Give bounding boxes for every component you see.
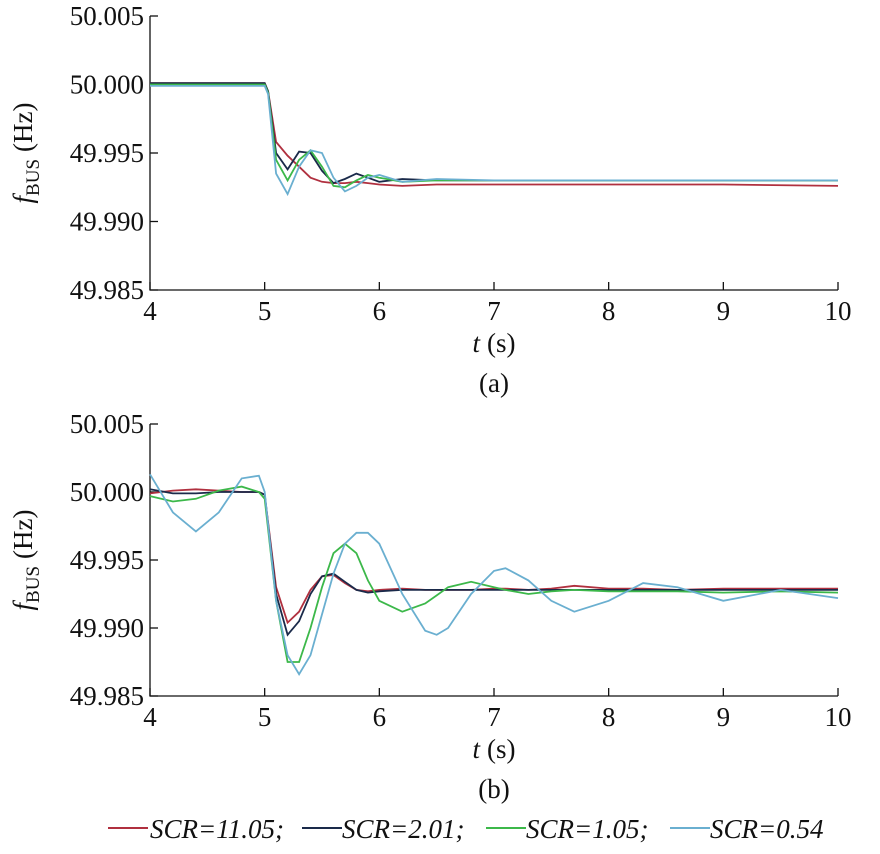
- y-tick-label: 49.990: [70, 207, 144, 237]
- x-tick-label: 6: [373, 296, 387, 326]
- x-tick-label: 7: [487, 296, 501, 326]
- axes: [149, 16, 838, 291]
- y-tick-label: 49.985: [70, 275, 144, 305]
- series-line: [150, 83, 838, 189]
- y-tick-label: 49.990: [70, 613, 144, 643]
- series-line: [150, 85, 838, 197]
- x-tick-label: 8: [602, 296, 616, 326]
- legend-label: SCR=2.01;: [342, 814, 464, 844]
- x-label-unit: (s): [487, 328, 516, 358]
- y-label-unit: (Hz): [8, 103, 38, 152]
- x-tick-label: 9: [717, 296, 731, 326]
- x-label-unit: (s): [487, 734, 516, 764]
- series-line: [149, 473, 839, 676]
- y-tick-label: 50.000: [70, 477, 144, 507]
- y-tick-label: 49.985: [70, 681, 144, 711]
- series-line: [150, 82, 838, 185]
- series-line: [149, 485, 839, 663]
- x-axis-label: t (s): [472, 734, 515, 764]
- x-tick-label: 8: [602, 702, 616, 732]
- y-label-unit: (Hz): [8, 510, 38, 559]
- series-line: [150, 82, 839, 187]
- x-tick-label: 9: [717, 702, 731, 732]
- y-tick-label: 50.005: [70, 409, 144, 439]
- series-line: [149, 488, 838, 625]
- y-label-subscript: BUS: [23, 159, 44, 196]
- x-label-symbol: t: [472, 734, 481, 764]
- series-line: [149, 488, 838, 637]
- y-label-subscript: BUS: [23, 566, 44, 603]
- x-tick-label: 7: [487, 702, 501, 732]
- x-tick-label: 5: [258, 296, 272, 326]
- x-tick-label: 5: [258, 702, 272, 732]
- x-tick-label: 10: [825, 702, 852, 732]
- legend-label: SCR=11.05;: [150, 814, 284, 844]
- y-label-symbol: f: [8, 192, 38, 203]
- x-tick-label: 4: [143, 296, 157, 326]
- y-tick-label: 49.995: [70, 138, 144, 168]
- y-axis-label: fBUS (Hz): [8, 510, 44, 611]
- axes: [149, 424, 838, 697]
- x-tick-label: 4: [143, 702, 157, 732]
- panel-label: (a): [479, 368, 509, 398]
- x-tick-label: 10: [825, 296, 852, 326]
- x-tick-label: 6: [373, 702, 387, 732]
- y-tick-label: 50.005: [70, 1, 144, 31]
- y-tick-label: 49.995: [70, 545, 144, 575]
- y-tick-label: 50.000: [70, 70, 144, 100]
- y-axis-label: fBUS (Hz): [8, 103, 44, 204]
- panel-label: (b): [478, 774, 509, 804]
- legend-label: SCR=1.05;: [526, 814, 648, 844]
- x-axis-label: t (s): [472, 328, 515, 358]
- x-label-symbol: t: [472, 328, 481, 358]
- legend-label: SCR=0.54: [710, 814, 823, 844]
- y-label-symbol: f: [8, 599, 38, 610]
